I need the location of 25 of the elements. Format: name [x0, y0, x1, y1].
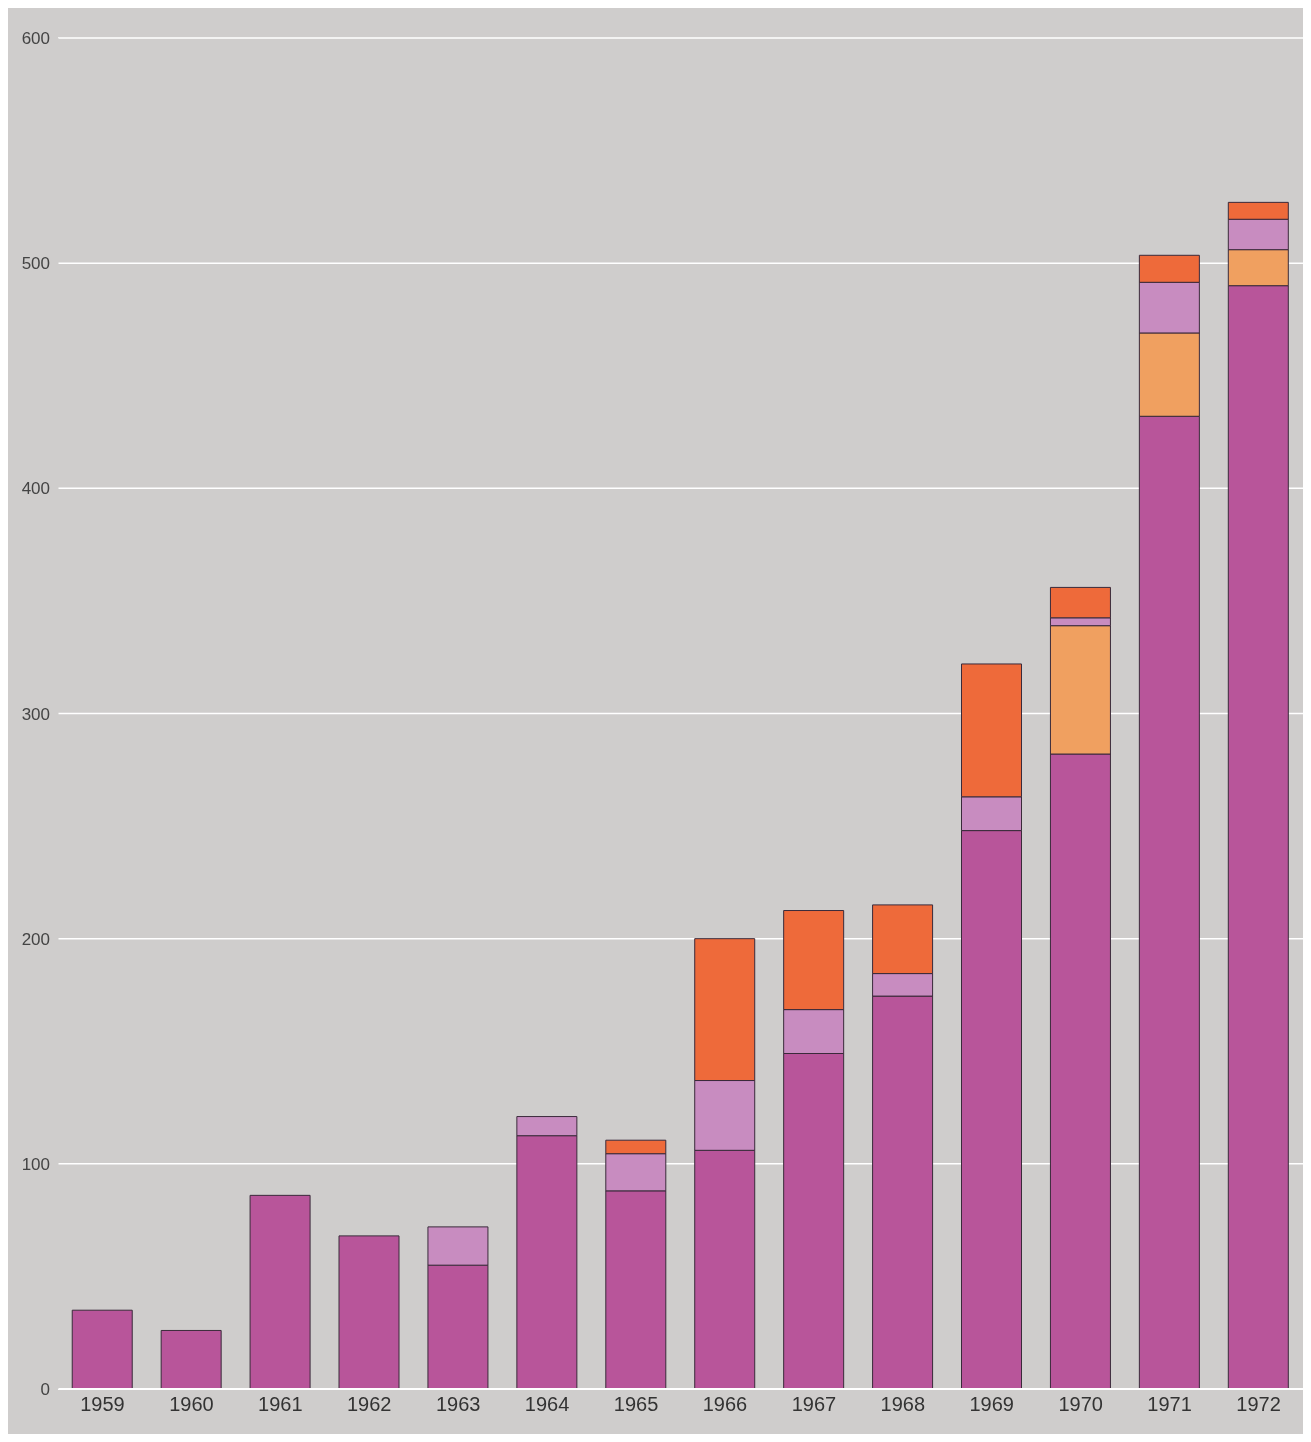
- y-tick-label: 200: [21, 929, 50, 949]
- x-tick-label: 1963: [435, 1393, 481, 1416]
- y-tick-label: 400: [21, 479, 50, 499]
- x-tick-label: 1969: [969, 1393, 1014, 1416]
- x-tick-label: 1968: [880, 1393, 926, 1416]
- bar: [71, 1309, 133, 1389]
- x-tick-label: 1972: [1236, 1393, 1281, 1416]
- x-tick-label: 1970: [1058, 1393, 1103, 1416]
- y-tick-label: 0: [40, 1380, 50, 1400]
- x-tick-label: 1962: [347, 1393, 392, 1416]
- y-tick-label: 500: [21, 254, 50, 274]
- y-tick-label: 600: [21, 29, 50, 49]
- bar: [338, 1235, 400, 1389]
- x-tick-label: 1965: [613, 1393, 659, 1416]
- bar: [249, 1194, 311, 1389]
- x-tick-label: 1967: [791, 1393, 837, 1416]
- y-tick-label: 100: [21, 1154, 50, 1174]
- x-tick-label: 1971: [1147, 1393, 1192, 1416]
- y-tick-label: 300: [21, 704, 50, 724]
- x-tick-label: 1966: [702, 1393, 748, 1416]
- x-tick-label: 1961: [258, 1393, 303, 1416]
- bar: [160, 1329, 222, 1389]
- x-tick-label: 1964: [524, 1393, 570, 1416]
- x-tick-label: 1960: [169, 1393, 214, 1416]
- x-tick-label: 1959: [80, 1393, 125, 1416]
